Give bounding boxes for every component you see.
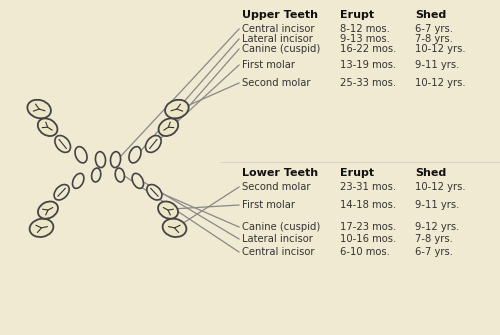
Text: Upper Teeth: Upper Teeth — [242, 10, 318, 20]
Ellipse shape — [28, 100, 51, 118]
Ellipse shape — [38, 118, 58, 136]
Text: 8-12 mos.: 8-12 mos. — [340, 24, 390, 34]
Text: 6-7 yrs.: 6-7 yrs. — [415, 247, 453, 257]
Text: 9-12 yrs.: 9-12 yrs. — [415, 222, 460, 232]
Ellipse shape — [75, 147, 87, 163]
Ellipse shape — [54, 185, 69, 200]
Text: Canine (cuspid): Canine (cuspid) — [242, 44, 320, 54]
Text: Canine (cuspid): Canine (cuspid) — [242, 222, 320, 232]
Ellipse shape — [158, 201, 178, 219]
Ellipse shape — [55, 136, 70, 152]
Text: 6-10 mos.: 6-10 mos. — [340, 247, 390, 257]
Text: Shed: Shed — [415, 10, 446, 20]
Text: 17-23 mos.: 17-23 mos. — [340, 222, 396, 232]
Text: Lower Teeth: Lower Teeth — [242, 168, 318, 178]
Text: 7-8 yrs.: 7-8 yrs. — [415, 34, 453, 44]
Ellipse shape — [30, 219, 54, 237]
Text: 9-11 yrs.: 9-11 yrs. — [415, 60, 460, 70]
Text: 13-19 mos.: 13-19 mos. — [340, 60, 396, 70]
Text: 14-18 mos.: 14-18 mos. — [340, 200, 396, 210]
Text: Central incisor: Central incisor — [242, 24, 314, 34]
Text: 23-31 mos.: 23-31 mos. — [340, 182, 396, 192]
Text: Central incisor: Central incisor — [242, 247, 314, 257]
Ellipse shape — [110, 152, 120, 168]
Text: 10-12 yrs.: 10-12 yrs. — [415, 182, 466, 192]
Text: Second molar: Second molar — [242, 78, 310, 88]
Text: 10-12 yrs.: 10-12 yrs. — [415, 78, 466, 88]
Ellipse shape — [147, 185, 162, 200]
Text: 10-16 mos.: 10-16 mos. — [340, 234, 396, 244]
Ellipse shape — [132, 174, 143, 188]
Ellipse shape — [165, 100, 188, 118]
Text: Erupt: Erupt — [340, 168, 374, 178]
Text: 6-7 yrs.: 6-7 yrs. — [415, 24, 453, 34]
Ellipse shape — [72, 174, 84, 188]
Text: Erupt: Erupt — [340, 10, 374, 20]
Text: First molar: First molar — [242, 60, 295, 70]
Text: 16-22 mos.: 16-22 mos. — [340, 44, 396, 54]
Text: Lateral incisor: Lateral incisor — [242, 34, 313, 44]
Ellipse shape — [129, 147, 141, 163]
Text: 7-8 yrs.: 7-8 yrs. — [415, 234, 453, 244]
Text: Shed: Shed — [415, 168, 446, 178]
Text: Second molar: Second molar — [242, 182, 310, 192]
Ellipse shape — [96, 152, 106, 168]
Text: 9-13 mos.: 9-13 mos. — [340, 34, 390, 44]
Ellipse shape — [115, 168, 124, 182]
Text: Lateral incisor: Lateral incisor — [242, 234, 313, 244]
Ellipse shape — [162, 219, 186, 237]
Ellipse shape — [92, 168, 101, 182]
Ellipse shape — [146, 136, 161, 152]
Text: First molar: First molar — [242, 200, 295, 210]
Ellipse shape — [38, 201, 58, 219]
Ellipse shape — [158, 118, 178, 136]
Text: 10-12 yrs.: 10-12 yrs. — [415, 44, 466, 54]
Text: 9-11 yrs.: 9-11 yrs. — [415, 200, 460, 210]
Text: 25-33 mos.: 25-33 mos. — [340, 78, 396, 88]
